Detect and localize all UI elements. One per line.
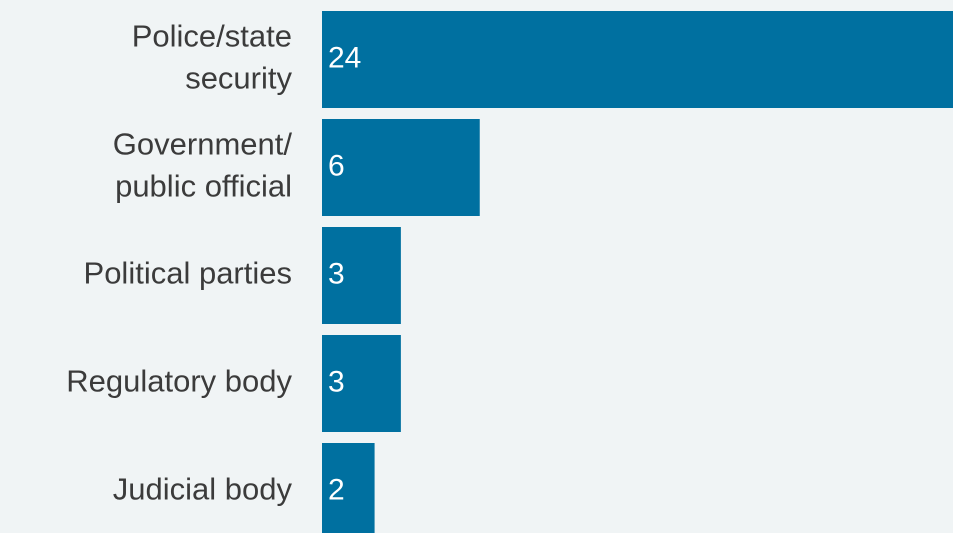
value-label-2: 3: [328, 257, 345, 290]
value-label-4: 2: [328, 473, 345, 506]
category-label-3-line-0: Regulatory body: [66, 364, 292, 399]
category-label-1-line-1: public official: [115, 169, 292, 204]
bar-3: [322, 335, 401, 432]
value-label-3: 3: [328, 365, 345, 398]
category-label-4: Judicial body: [113, 472, 293, 507]
category-label-3: Regulatory body: [66, 364, 292, 399]
category-label-2-line-0: Political parties: [84, 256, 292, 291]
value-label-0: 24: [328, 41, 361, 74]
bar-4: [322, 443, 375, 533]
bar-1: [322, 119, 480, 216]
category-label-2: Political parties: [84, 256, 292, 291]
category-label-1-line-0: Government/: [113, 127, 293, 162]
category-label-1: Government/public official: [113, 127, 293, 204]
category-label-4-line-0: Judicial body: [113, 472, 293, 507]
category-label-0-line-1: security: [185, 61, 292, 96]
bar-2: [322, 227, 401, 324]
category-label-0: Police/state security: [132, 19, 293, 96]
bar-0: [322, 11, 953, 108]
category-label-0-line-0: Police/state: [132, 19, 292, 54]
value-label-1: 6: [328, 149, 345, 182]
